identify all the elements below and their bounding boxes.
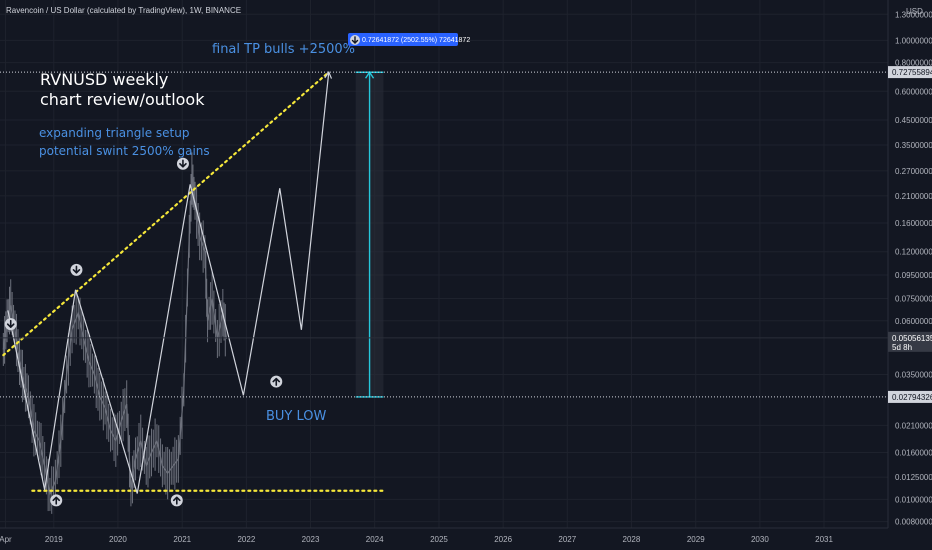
price-level-lines — [0, 71, 888, 398]
range-measure[interactable] — [355, 70, 384, 398]
time-tick-6: 2024 — [366, 535, 384, 544]
arrow-up-icon — [170, 494, 183, 507]
projection-path — [7, 70, 333, 494]
arrow-glyph-2 — [179, 159, 187, 168]
buy-low-note: BUY LOW — [266, 409, 327, 424]
level-label-bg-2 — [888, 390, 932, 403]
time-tick-13: 2031 — [815, 535, 833, 544]
arrow-glyph-1 — [72, 265, 81, 274]
headline-line-1: RVNUSD weekly — [40, 70, 168, 89]
level-label-2: 0.02794326 — [892, 393, 932, 402]
level-label-bg-0 — [888, 66, 932, 79]
price-tick-0: 1.30000000 — [895, 10, 932, 19]
time-tick-0: Apr — [0, 535, 12, 544]
time-axis[interactable]: Apr 2019 2020 2021 2022 2023 2024 2025 2026 2027 2… — [0, 527, 932, 550]
arrow-glyph-3 — [52, 496, 61, 505]
level-label-bg-1 — [888, 331, 932, 352]
symbol-title: Ravencoin / US Dollar (calculated by Tra… — [6, 6, 241, 15]
arrow-down-icon — [70, 263, 83, 276]
arrow-up-icon — [270, 375, 283, 388]
time-tick-10: 2028 — [623, 535, 641, 544]
level-label-1: 0.05056135 — [892, 334, 932, 343]
time-tick-5: 2023 — [302, 535, 320, 544]
arrow-markers — [4, 157, 283, 507]
time-axis-bg — [0, 528, 932, 550]
time-tick-2: 2020 — [109, 535, 127, 544]
time-tick-8: 2026 — [494, 535, 512, 544]
arrow-down-icon — [4, 318, 17, 331]
arrow-down-icon — [176, 157, 189, 170]
time-tick-3: 2021 — [173, 535, 191, 544]
level-label-0: 0.72755894 — [892, 68, 932, 77]
time-tick-12: 2030 — [751, 535, 769, 544]
time-tick-7: 2025 — [430, 535, 448, 544]
trendlines — [2, 70, 387, 492]
arrow-glyph-5 — [272, 377, 281, 386]
level-sublabel-1: 5d 8h — [892, 343, 912, 352]
currency-label: USD — [906, 7, 923, 16]
time-tick-4: 2022 — [237, 535, 255, 544]
time-tick-11: 2029 — [687, 535, 705, 544]
projection-arrowhead — [324, 70, 333, 79]
tp-note: final TP bulls +2500% — [212, 42, 355, 57]
badge-arrow-glyph — [351, 36, 359, 44]
range-badge-bg — [348, 33, 458, 46]
headline-line-2: chart review/outlook — [40, 90, 205, 109]
upper-trendline — [2, 70, 330, 357]
time-tick-9: 2027 — [558, 535, 576, 544]
price-axis-bg — [888, 0, 932, 528]
arrow-glyph-4 — [172, 496, 181, 505]
setup-line-2: potential swint 2500% gains — [39, 144, 210, 158]
arrow-glyph-0 — [6, 319, 15, 328]
time-tick-1: 2019 — [45, 535, 63, 544]
projection-line — [7, 72, 330, 494]
time-tick-labels: Apr 2019 2020 2021 2022 2023 2024 2025 2026 2027 2… — [0, 535, 833, 544]
arrow-up-icon — [50, 494, 63, 507]
range-badge: 0.72641872 (2502.55%) 72641872 — [362, 37, 470, 44]
grid-lines — [0, 0, 888, 528]
badge-arrow-down-icon — [350, 35, 360, 45]
setup-line-1: expanding triangle setup — [39, 126, 189, 140]
